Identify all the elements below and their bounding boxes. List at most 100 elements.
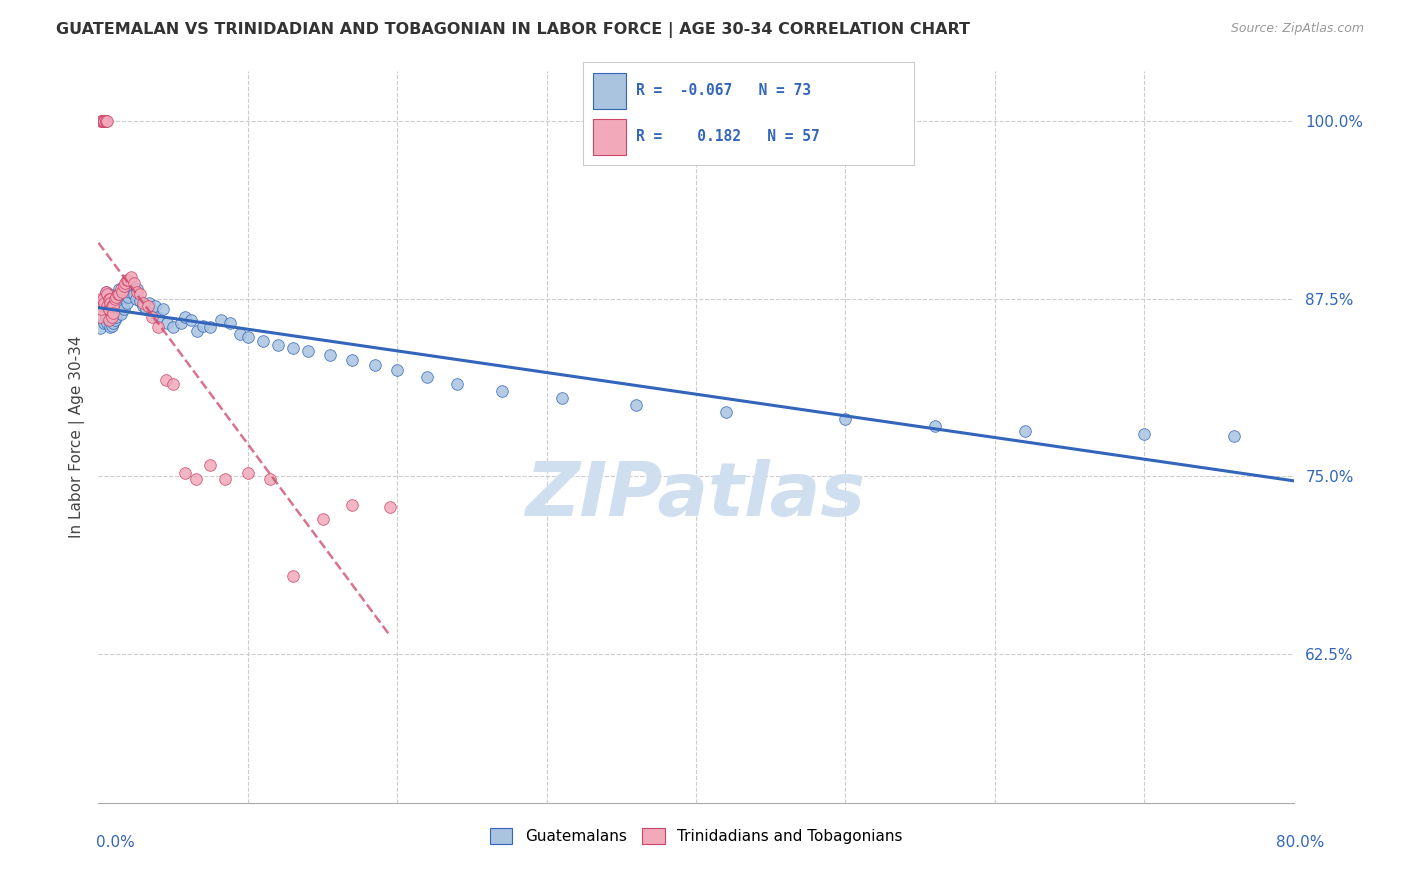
Point [132, 296, 155, 310]
Point [152, 301, 174, 316]
Point [1133, 426, 1156, 441]
Point [96, 287, 118, 301]
Point [378, 500, 401, 515]
Point [169, 316, 191, 330]
Point [491, 384, 513, 398]
Point [94, 114, 117, 128]
Point [200, 320, 222, 334]
Point [342, 352, 364, 367]
Point [89, 292, 111, 306]
Point [90, 114, 112, 128]
Point [385, 362, 409, 376]
Point [236, 467, 259, 481]
Point [111, 285, 134, 299]
Point [117, 273, 139, 287]
Point [98, 296, 122, 310]
Point [162, 376, 184, 391]
Point [108, 287, 131, 301]
Point [714, 405, 737, 419]
Point [93, 296, 115, 310]
Point [135, 301, 157, 316]
Point [114, 276, 136, 290]
Point [104, 313, 127, 327]
Point [209, 313, 232, 327]
Point [93, 114, 115, 128]
Point [111, 290, 134, 304]
Point [101, 310, 124, 324]
Point [107, 287, 129, 301]
Point [103, 292, 125, 306]
Point [117, 290, 139, 304]
Point [93, 292, 115, 306]
Point [124, 287, 146, 301]
Point [98, 320, 122, 334]
Point [124, 276, 146, 290]
Point [416, 369, 439, 384]
Point [125, 292, 148, 306]
Point [96, 299, 118, 313]
Point [101, 318, 124, 333]
Point [90, 114, 112, 128]
Point [90, 310, 112, 324]
Point [98, 292, 122, 306]
Point [96, 316, 118, 330]
Point [120, 277, 142, 292]
Bar [593, 119, 627, 155]
Point [342, 498, 364, 512]
Point [184, 472, 207, 486]
Point [112, 301, 135, 316]
Point [626, 398, 648, 412]
Point [311, 512, 333, 526]
Point [115, 273, 138, 287]
Text: Source: ZipAtlas.com: Source: ZipAtlas.com [1230, 22, 1364, 36]
Point [200, 458, 222, 472]
Point [103, 316, 125, 330]
Text: 80.0%: 80.0% [1277, 836, 1324, 850]
Point [96, 114, 118, 128]
Point [174, 310, 197, 324]
Point [174, 467, 197, 481]
Point [91, 299, 114, 313]
Point [120, 270, 142, 285]
Point [297, 344, 319, 359]
Point [191, 318, 214, 333]
Point [143, 299, 166, 313]
Point [141, 304, 163, 318]
Legend: Guatemalans, Trinidadians and Tobagonians: Guatemalans, Trinidadians and Tobagonian… [484, 822, 908, 850]
Point [97, 313, 120, 327]
Point [104, 296, 127, 310]
Point [97, 287, 120, 301]
Bar [593, 73, 627, 109]
Point [89, 321, 111, 335]
Point [1223, 429, 1246, 443]
Point [924, 419, 946, 434]
Point [141, 310, 163, 324]
Point [94, 114, 117, 128]
Point [114, 287, 136, 301]
Point [108, 299, 131, 313]
Text: R =  -0.067   N = 73: R = -0.067 N = 73 [637, 83, 811, 98]
Point [93, 316, 115, 330]
Y-axis label: In Labor Force | Age 30-34: In Labor Force | Age 30-34 [69, 335, 84, 539]
Point [834, 412, 856, 426]
Text: GUATEMALAN VS TRINIDADIAN AND TOBAGONIAN IN LABOR FORCE | AGE 30-34 CORRELATION : GUATEMALAN VS TRINIDADIAN AND TOBAGONIAN… [56, 22, 970, 38]
Point [105, 310, 128, 324]
Point [127, 282, 149, 296]
Point [98, 299, 122, 313]
Point [259, 472, 281, 486]
Point [1014, 424, 1036, 438]
Point [136, 299, 159, 313]
Point [148, 320, 170, 334]
Point [101, 299, 124, 313]
Text: 0.0%: 0.0% [96, 836, 135, 850]
Point [110, 282, 132, 296]
Point [94, 285, 117, 299]
Point [550, 391, 572, 405]
Point [214, 472, 236, 486]
Point [97, 292, 120, 306]
Point [129, 294, 152, 309]
Point [132, 299, 155, 313]
Point [90, 301, 112, 316]
Text: R =    0.182   N = 57: R = 0.182 N = 57 [637, 129, 820, 145]
Point [129, 287, 152, 301]
